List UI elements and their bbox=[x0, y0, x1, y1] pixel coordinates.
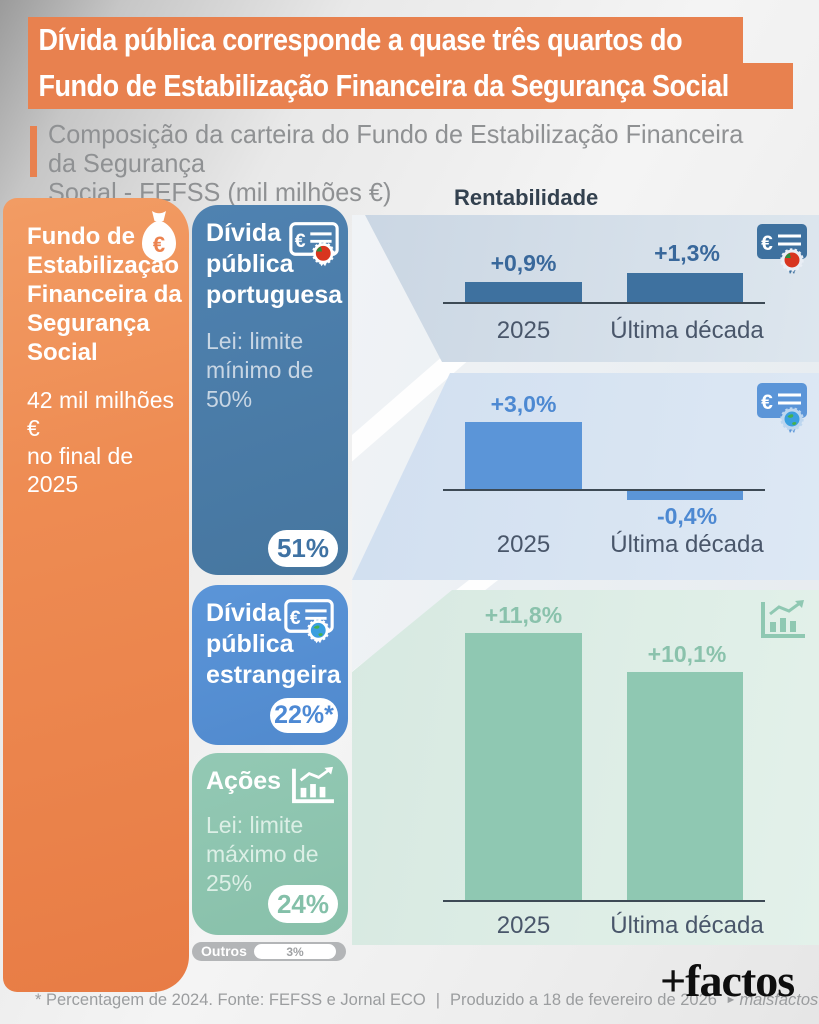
headline-line2: Fundo de Estabilização Financeira da Seg… bbox=[28, 63, 793, 109]
bar-value-label: +10,1% bbox=[647, 641, 727, 667]
money-bag-euro-icon: € bbox=[142, 211, 176, 261]
footnote-source: * Percentagem de 2024. Fonte: FEFSS e Jo… bbox=[35, 991, 426, 1009]
bar-value-label: +3,0% bbox=[490, 391, 557, 417]
category-label: Última década bbox=[610, 531, 764, 558]
bar-2025 bbox=[465, 633, 582, 900]
card-law-note: Lei: limite mínimo de 50% bbox=[206, 328, 314, 412]
certificate-portugal-icon: € bbox=[289, 222, 339, 267]
bar-value-label: +0,9% bbox=[490, 250, 557, 276]
stocks-chart-icon bbox=[292, 766, 334, 804]
card-acoes: Ações Lei: limite máximo de 25% 24% bbox=[192, 753, 348, 935]
bar-value-label: +11,8% bbox=[484, 602, 563, 628]
category-label: 2025 bbox=[496, 317, 551, 344]
certificate-portugal-icon: € bbox=[757, 224, 807, 274]
outros-value-badge: 3% bbox=[254, 944, 336, 959]
outros-label: Outros bbox=[201, 943, 247, 959]
svg-text:€: € bbox=[295, 230, 306, 252]
card-value-badge: 51% bbox=[268, 530, 338, 567]
svg-text:€: € bbox=[290, 607, 301, 629]
svg-text:€: € bbox=[761, 391, 773, 414]
maisfactos-logo: +factos bbox=[660, 955, 795, 1006]
card-law-note: Lei: limite máximo de 25% bbox=[206, 812, 319, 896]
headline-line2-text: Fundo de Estabilização Financeira da Seg… bbox=[38, 68, 729, 103]
x-axis bbox=[443, 302, 765, 304]
category-label: 2025 bbox=[496, 531, 551, 558]
returns-heading: Rentabilidade bbox=[454, 185, 599, 210]
certificate-globe-icon: € bbox=[284, 599, 334, 644]
card-title: Ações bbox=[206, 767, 282, 795]
svg-text:€: € bbox=[153, 232, 165, 257]
certificate-globe-icon: € bbox=[757, 383, 807, 433]
x-axis bbox=[443, 900, 765, 902]
category-label: Última década bbox=[610, 317, 764, 344]
chart-panel-divida-estrangeira: +3,0% -0,4% 2025 Última década € bbox=[352, 373, 819, 580]
chart-panel-divida-portuguesa: +0,9% +1,3% 2025 Última década € bbox=[365, 215, 819, 362]
bar-2025 bbox=[465, 422, 582, 489]
category-label: 2025 bbox=[496, 912, 551, 939]
site-link[interactable]: maisfactos.pt bbox=[739, 991, 819, 1009]
bar-value-label: +1,3% bbox=[654, 240, 720, 266]
card-title: Dívida pública estrangeira bbox=[206, 599, 341, 689]
fund-sidebar-card: Fundo de Estabilização Financeira da Seg… bbox=[3, 198, 189, 992]
x-axis bbox=[443, 489, 765, 491]
card-value-badge: 22%* bbox=[270, 698, 338, 733]
bar-ultima-decada bbox=[627, 671, 743, 900]
bar-ultima-decada bbox=[627, 491, 743, 500]
fund-amount: 42 mil milhões € no final de 2025 bbox=[27, 387, 174, 497]
card-outros: Outros 3% bbox=[192, 942, 346, 961]
card-divida-publica-portuguesa: Dívida pública portuguesa € Lei: limite … bbox=[192, 205, 348, 575]
card-divida-publica-estrangeira: Dívida pública estrangeira € 22%* bbox=[192, 585, 348, 745]
fund-title: Fundo de Estabilização Financeira da Seg… bbox=[27, 223, 182, 366]
stocks-chart-icon bbox=[761, 600, 805, 638]
chart-panel-acoes: +11,8% +10,1% 2025 Última década bbox=[352, 590, 819, 945]
category-label: Última década bbox=[610, 912, 764, 939]
bar-ultima-decada bbox=[627, 273, 743, 302]
bar-value-label: -0,4% bbox=[656, 503, 718, 529]
footnote-separator: | bbox=[435, 991, 440, 1009]
headline-line1: Dívida pública corresponde a quase três … bbox=[28, 17, 743, 63]
svg-text:€: € bbox=[761, 232, 773, 255]
bar-2025 bbox=[465, 282, 582, 302]
card-title: Dívida pública portuguesa bbox=[206, 219, 343, 309]
footer-note: * Percentagem de 2024. Fonte: FEFSS e Jo… bbox=[35, 991, 819, 1010]
returns-charts-area: +0,9% +1,3% 2025 Última década € +3,0% bbox=[352, 215, 819, 945]
subtitle-accent-bar bbox=[30, 126, 37, 177]
card-value-badge: 24% bbox=[268, 885, 338, 923]
subtitle: Composição da carteira do Fundo de Estab… bbox=[48, 119, 744, 207]
footnote-produced: Produzido a 18 de fevereiro de 2026 bbox=[450, 991, 717, 1009]
headline-line1-text: Dívida pública corresponde a quase três … bbox=[38, 22, 683, 57]
arrow-right-icon: ► bbox=[725, 994, 737, 1006]
